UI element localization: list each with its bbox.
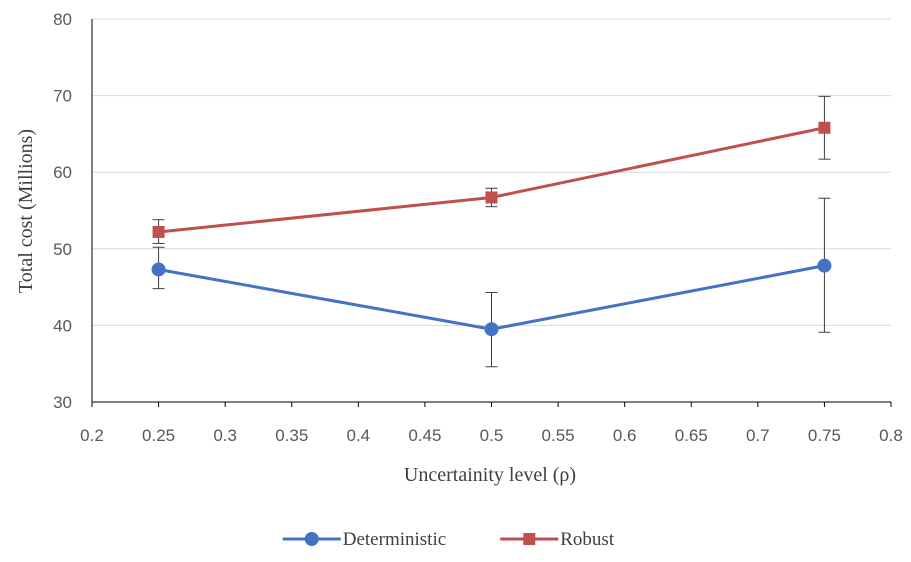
legend-swatch-marker bbox=[304, 532, 319, 546]
x-tick-label: 0.65 bbox=[675, 426, 708, 445]
y-tick-label: 60 bbox=[53, 163, 72, 182]
x-tick-label: 0.2 bbox=[80, 426, 104, 445]
x-tick-label: 0.3 bbox=[213, 426, 237, 445]
robust-series-line bbox=[157, 126, 826, 234]
x-tick-label: 0.8 bbox=[879, 426, 903, 445]
x-tick-label: 0.55 bbox=[542, 426, 575, 445]
deterministic-data-point bbox=[151, 262, 166, 277]
x-tick-label: 0.7 bbox=[746, 426, 770, 445]
gridlines bbox=[92, 18, 891, 326]
robust-data-point bbox=[818, 121, 831, 134]
legend: Deterministic Robust bbox=[282, 529, 615, 550]
deterministic-data-point bbox=[484, 322, 499, 337]
legend-label: Robust bbox=[560, 529, 615, 550]
x-tick-label: 0.5 bbox=[480, 426, 504, 445]
y-tick-label: 70 bbox=[53, 87, 72, 106]
x-tick-label: 0.25 bbox=[142, 426, 175, 445]
data-markers bbox=[151, 121, 832, 337]
legend-swatch-marker bbox=[523, 533, 536, 545]
x-tick-label: 0.4 bbox=[347, 426, 371, 445]
x-tick-label: 0.45 bbox=[408, 426, 441, 445]
y-axis-title: Total cost (Millions) bbox=[15, 129, 37, 293]
x-tick-label: 0.75 bbox=[808, 426, 841, 445]
deterministic-data-point bbox=[817, 258, 832, 273]
robust-data-point bbox=[485, 191, 498, 204]
legend-entry-robust: Robust bbox=[500, 529, 615, 550]
robust-data-point bbox=[152, 225, 165, 238]
y-tick-label: 40 bbox=[53, 316, 72, 335]
tick-labels: 30 40 50 60 70 80 0.2 0.25 0.3 0.35 0.4 0.45 0.5 0.55… bbox=[53, 10, 903, 445]
x-axis-title: Uncertainity level (ρ) bbox=[404, 464, 576, 486]
y-tick-label: 80 bbox=[53, 10, 72, 29]
y-tick-label: 30 bbox=[53, 393, 72, 412]
legend-label: Deterministic bbox=[343, 529, 446, 550]
legend-entry-deterministic: Deterministic bbox=[282, 529, 446, 550]
y-tick-label: 50 bbox=[53, 240, 72, 259]
x-tick-label: 0.35 bbox=[275, 426, 308, 445]
axes bbox=[91, 19, 892, 407]
x-tick-label: 0.6 bbox=[613, 426, 637, 445]
